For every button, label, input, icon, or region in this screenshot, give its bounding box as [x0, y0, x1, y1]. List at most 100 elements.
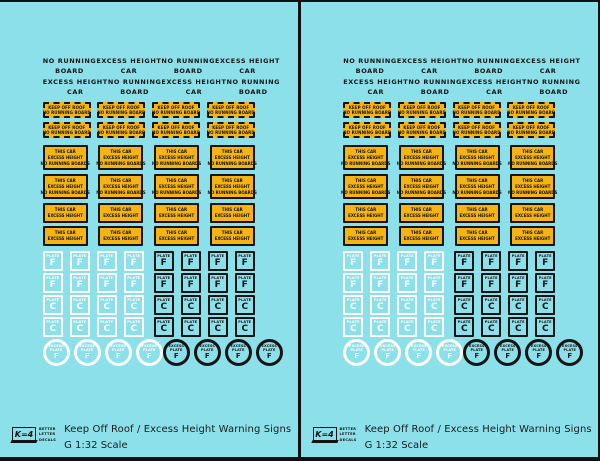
rect-line: EXCESS HEIGHT: [103, 154, 139, 160]
plate-letter: F: [160, 280, 167, 290]
plate-f-white-decal: PLATE F: [96, 273, 117, 294]
badge-line: KEEP OFF ROOF: [403, 104, 441, 110]
plate-label: PLATE: [346, 275, 360, 280]
rect-line: EXCESS HEIGHT: [214, 213, 250, 219]
plate-letter: F: [542, 258, 549, 268]
rect-line: THIS CAR: [54, 230, 76, 236]
plate-letter: C: [103, 302, 111, 312]
excess-plate-f-black-decal: EXCESS PLATE F: [224, 339, 252, 367]
plate-letter: C: [241, 324, 249, 334]
plate-letter: F: [49, 280, 56, 290]
circle-line: EXCESS: [141, 344, 157, 349]
rect-line: EXCESS HEIGHT: [158, 154, 195, 160]
keep-off-roof-decal: KEEP OFF ROOF NO RUNNING BOARD: [43, 122, 91, 139]
plate-f-black-decal: PLATE F: [454, 251, 475, 272]
rect-line: THIS CAR: [166, 148, 188, 154]
plate-f-black-decal: PLATE F: [207, 273, 228, 294]
badge-line: KEEP OFF ROOF: [48, 124, 86, 130]
better-letter-decals-logo: K=4 BETTER LETTER DECALS: [12, 427, 56, 443]
plate-c-white-decal: PLATE C: [370, 317, 391, 338]
circle-line: PLATE: [412, 348, 425, 353]
circle-line: PLATE: [501, 348, 514, 353]
plate-letter: C: [76, 324, 84, 334]
plate-label: PLATE: [127, 275, 141, 280]
plate-letter: F: [542, 280, 549, 290]
rect-line: THIS CAR: [54, 207, 76, 213]
rect-line: NO RUNNING BOARDS: [508, 160, 558, 166]
rect-line: NO RUNNING BOARDS: [151, 160, 202, 166]
text-decal: NO RUNNING BOARD: [108, 77, 162, 97]
plate-f-black-decal: PLATE F: [535, 251, 556, 272]
plate-letter: C: [214, 302, 222, 312]
circle-letter: F: [204, 352, 210, 361]
plate-letter: F: [350, 280, 357, 290]
decal-panel: NO RUNNING BOARD EXCESS HEIGHT CAR NO RU…: [0, 2, 298, 457]
circle-line: PLATE: [381, 348, 394, 353]
plate-label: PLATE: [346, 319, 360, 324]
excess-height-2line-row-2: THIS CAR EXCESS HEIGHT THIS CAR EXCESS H…: [343, 226, 556, 247]
text-decal-line: EXCESS HEIGHT: [215, 57, 281, 65]
plate-label: PLATE: [184, 253, 198, 258]
rect-line: THIS CAR: [110, 148, 132, 154]
text-decal-line: CAR: [185, 88, 203, 97]
rect-line: NO RUNNING BOARDS: [341, 160, 391, 166]
plate-letter: C: [430, 302, 438, 312]
plate-label: PLATE: [457, 319, 471, 324]
plate-letter: F: [431, 258, 438, 268]
rect-line: THIS CAR: [221, 230, 243, 236]
excess-plate-f-black-decal: EXCESS PLATE F: [255, 339, 283, 367]
circle-line: PLATE: [49, 348, 63, 353]
plate-c-black-decal: PLATE C: [207, 295, 228, 316]
plate-label: PLATE: [100, 253, 114, 258]
plate-letter: F: [103, 258, 110, 268]
rect-line: THIS CAR: [410, 230, 432, 236]
rect-line: NO RUNNING BOARDS: [96, 160, 146, 166]
circle-letter: F: [115, 352, 121, 361]
plate-label: PLATE: [400, 275, 414, 280]
plate-letter: F: [214, 258, 221, 268]
rect-line: THIS CAR: [54, 148, 76, 154]
rect-line: EXCESS HEIGHT: [459, 183, 495, 189]
excess-height-no-running-boards-decal: THIS CAR EXCESS HEIGHT NO RUNNING BOARDS: [152, 174, 201, 200]
plate-f-white-decal: PLATE F: [424, 251, 445, 272]
text-decal-line: NO RUNNING: [527, 78, 581, 87]
plate-label: PLATE: [373, 253, 387, 258]
plate-label: PLATE: [211, 319, 225, 324]
circle-line: EXCESS: [230, 344, 246, 349]
circle-line: PLATE: [80, 348, 94, 353]
plate-c-white-decal: PLATE C: [123, 295, 144, 316]
rect-line: THIS CAR: [110, 177, 132, 183]
plate-label: PLATE: [46, 297, 60, 302]
plate-f-black-decal: PLATE F: [234, 273, 255, 294]
plate-c-black-decal: PLATE C: [481, 317, 502, 338]
text-decal-line: EXCESS HEIGHT: [42, 78, 108, 87]
plate-letter: C: [487, 324, 495, 334]
excess-height-decal: THIS CAR EXCESS HEIGHT: [154, 203, 200, 224]
plate-letter: C: [460, 324, 468, 334]
plate-f-black-decal: PLATE F: [207, 251, 228, 272]
plate-label: PLATE: [400, 253, 414, 258]
circle-letter: F: [505, 352, 511, 361]
plate-label: PLATE: [238, 319, 252, 324]
excess-plate-f-black-decal: EXCESS PLATE F: [162, 339, 190, 367]
circle-letter: F: [416, 352, 422, 361]
badge-line: NO RUNNING BOARD: [507, 110, 556, 116]
plate-c-row-1: PLATE C PLATE C PLATE: [42, 295, 255, 316]
plate-white-group: PLATE C PLATE C PLATE: [42, 317, 144, 338]
keep-off-roof-decal: KEEP OFF ROOF NO RUNNING BOARD: [97, 122, 146, 139]
plate-label: PLATE: [238, 275, 252, 280]
text-decal: EXCESS HEIGHT CAR: [516, 56, 581, 76]
plate-letter: C: [76, 302, 84, 312]
rect-line: EXCESS HEIGHT: [103, 183, 139, 189]
excess-height-decal: THIS CAR EXCESS HEIGHT: [398, 226, 444, 247]
rect-line: EXCESS HEIGHT: [348, 154, 384, 160]
plate-label: PLATE: [184, 275, 198, 280]
text-decal: NO RUNNING BOARD: [343, 56, 397, 76]
plate-label: PLATE: [73, 253, 87, 258]
plate-c-white-decal: PLATE C: [424, 317, 445, 338]
decal-panel: NO RUNNING BOARD EXCESS HEIGHT CAR NO RU…: [300, 2, 598, 457]
plate-c-white-decal: PLATE C: [397, 295, 418, 316]
plate-letter: F: [49, 258, 56, 268]
text-decal: NO RUNNING BOARD: [43, 56, 97, 76]
plate-letter: F: [103, 280, 110, 290]
